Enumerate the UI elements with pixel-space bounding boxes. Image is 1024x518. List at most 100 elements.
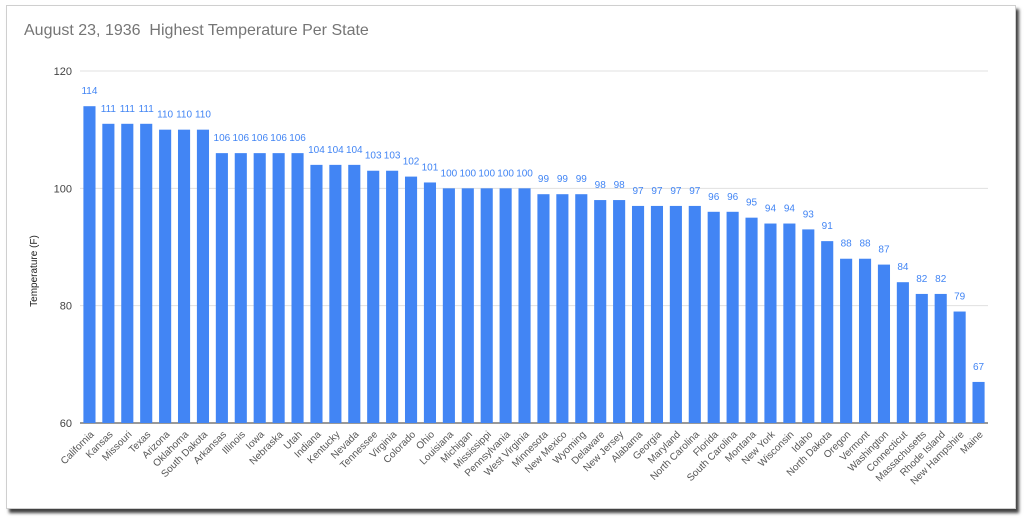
bar xyxy=(669,205,682,423)
bar xyxy=(650,205,664,423)
bar xyxy=(177,129,191,423)
data-label: 98 xyxy=(595,180,607,191)
data-label: 106 xyxy=(214,133,231,144)
bar xyxy=(575,194,588,423)
data-label: 111 xyxy=(101,104,117,115)
data-label: 100 xyxy=(497,168,514,179)
data-label: 96 xyxy=(727,192,739,203)
bar xyxy=(499,188,512,423)
data-label: 97 xyxy=(670,186,682,197)
bar xyxy=(253,153,266,423)
data-label: 100 xyxy=(441,168,458,179)
bar xyxy=(537,194,550,423)
bars xyxy=(83,106,985,424)
data-label: 99 xyxy=(557,174,569,185)
data-label: 67 xyxy=(973,362,985,373)
data-label: 97 xyxy=(651,186,663,197)
bar xyxy=(556,194,569,423)
data-label: 104 xyxy=(346,145,363,156)
data-label: 103 xyxy=(365,151,382,162)
bar xyxy=(196,129,210,423)
data-label: 98 xyxy=(614,180,626,191)
bar xyxy=(291,153,304,423)
bar xyxy=(234,153,247,423)
data-label: 110 xyxy=(157,110,173,121)
data-label: 100 xyxy=(459,168,476,179)
bar xyxy=(631,205,645,423)
data-label: 82 xyxy=(935,274,947,285)
y-tick-label: 60 xyxy=(60,418,72,430)
bar xyxy=(972,381,985,423)
bar xyxy=(802,229,815,423)
bar xyxy=(953,311,966,423)
bar xyxy=(423,182,437,423)
data-label: 97 xyxy=(689,186,701,197)
bar xyxy=(896,282,909,423)
data-label: 79 xyxy=(954,292,966,303)
x-axis-ticks: CaliforniaKansasMissouriTexasArizonaOkla… xyxy=(59,429,986,488)
bar xyxy=(518,188,531,423)
y-tick-label: 120 xyxy=(54,66,72,78)
bar xyxy=(272,153,285,423)
bar xyxy=(215,153,228,423)
bar xyxy=(707,211,720,423)
y-tick-label: 80 xyxy=(60,301,72,313)
bar xyxy=(461,188,474,423)
bar xyxy=(404,176,418,423)
data-label: 94 xyxy=(765,204,777,215)
y-axis-label: Temperature (F) xyxy=(29,235,40,307)
bar xyxy=(83,106,96,423)
bar xyxy=(121,123,134,424)
bar xyxy=(821,241,834,423)
data-label: 110 xyxy=(195,110,211,121)
bar xyxy=(480,188,493,423)
bar xyxy=(915,293,928,423)
data-label: 111 xyxy=(139,104,155,115)
bar xyxy=(934,293,947,423)
data-label: 91 xyxy=(822,221,834,232)
data-label: 106 xyxy=(251,133,268,144)
gridlines xyxy=(80,70,988,424)
bar xyxy=(348,164,361,423)
data-label: 103 xyxy=(384,151,401,162)
bar xyxy=(367,170,380,423)
data-label: 111 xyxy=(120,104,136,115)
data-label: 114 xyxy=(81,86,97,97)
data-label: 100 xyxy=(516,168,533,179)
data-label: 106 xyxy=(289,133,306,144)
data-label: 88 xyxy=(841,239,853,250)
data-label: 110 xyxy=(176,110,192,121)
bar xyxy=(840,258,853,423)
data-label: 102 xyxy=(403,157,420,168)
data-label: 106 xyxy=(270,133,287,144)
data-label: 100 xyxy=(478,168,495,179)
bar xyxy=(310,164,323,423)
bar xyxy=(726,211,739,423)
data-label: 104 xyxy=(308,145,325,156)
data-label: 97 xyxy=(632,186,644,197)
data-label: 95 xyxy=(746,198,758,209)
data-label: 96 xyxy=(708,192,720,203)
data-label: 88 xyxy=(859,239,871,250)
chart-title: August 23, 1936 Highest Temperature Per … xyxy=(24,22,369,39)
bar xyxy=(783,223,796,423)
bar xyxy=(329,164,342,423)
data-label: 84 xyxy=(897,262,909,273)
bar xyxy=(688,205,701,423)
data-label: 104 xyxy=(327,145,344,156)
bar xyxy=(386,170,399,423)
bar xyxy=(745,217,758,423)
bar xyxy=(877,264,891,423)
data-label: 87 xyxy=(878,245,890,256)
bar xyxy=(858,258,872,423)
y-tick-label: 100 xyxy=(54,183,72,195)
data-label: 82 xyxy=(916,274,928,285)
y-axis-ticks: 60 80 100 120 xyxy=(54,66,72,430)
data-label: 99 xyxy=(538,174,550,185)
data-label: 106 xyxy=(232,133,249,144)
data-label: 93 xyxy=(803,209,815,220)
data-label: 99 xyxy=(576,174,588,185)
bar xyxy=(102,123,115,424)
